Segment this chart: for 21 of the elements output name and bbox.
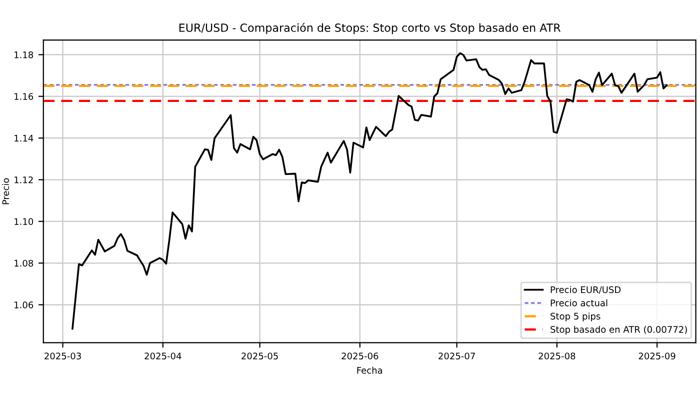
x-tick-label: 2025-07 [438, 352, 475, 360]
y-tick-label: 1.10 [14, 218, 34, 225]
legend-label: Stop basado en ATR (0.00772) [550, 326, 687, 335]
chart-title: EUR/USD - Comparación de Stops: Stop corto vs Stop basado en ATR [179, 22, 561, 34]
x-tick-label: 2025-06 [342, 352, 378, 360]
x-tick-label: 2025-05 [242, 352, 278, 360]
x-tick-label: 2025-03 [44, 352, 81, 360]
x-tick-label: 2025-09 [638, 352, 676, 360]
x-tick-label: 2025-08 [538, 352, 576, 360]
y-tick-label: 1.06 [14, 301, 34, 308]
y-tick-label: 1.18 [14, 51, 34, 58]
x-tick-label: 2025-04 [144, 352, 182, 360]
legend-label: Stop 5 pips [550, 312, 600, 322]
legend-label: Precio actual [550, 299, 608, 306]
y-tick-label: 1.08 [14, 260, 34, 267]
y-tick-label: 1.14 [14, 134, 34, 142]
x-axis-title: Fecha [357, 366, 382, 374]
legend-label: Precio EUR/USD [550, 286, 621, 294]
y-tick-label: 1.12 [14, 176, 33, 184]
y-tick-label: 1.16 [14, 93, 34, 100]
y-axis-title: Precio [2, 178, 10, 204]
